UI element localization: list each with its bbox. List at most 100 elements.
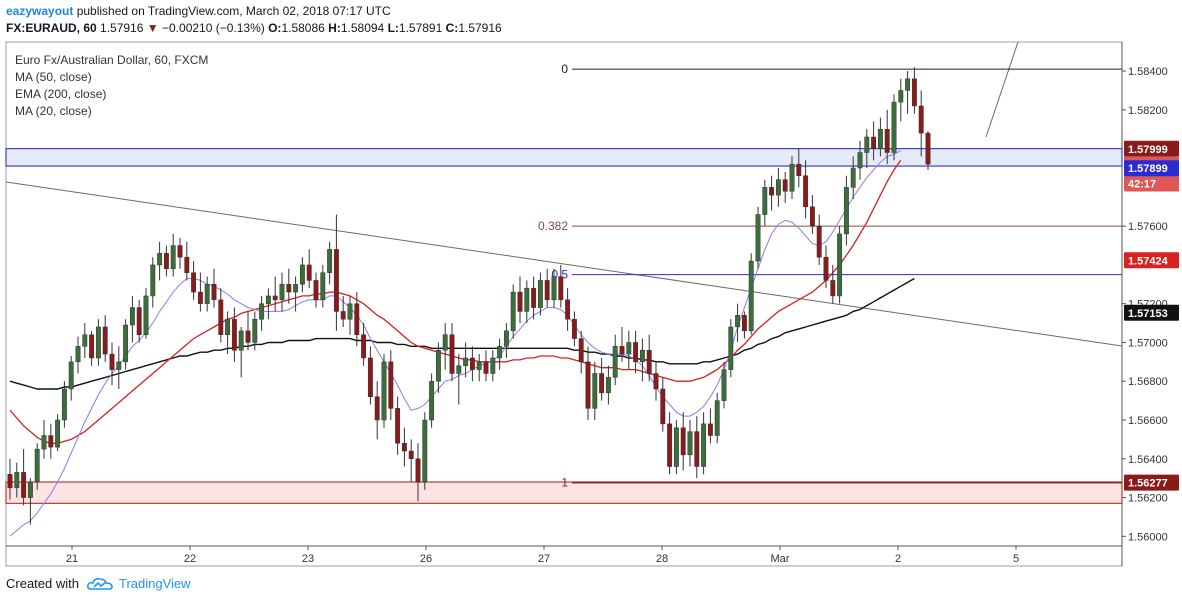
candle <box>293 276 299 312</box>
y-tick-label: 1.58200 <box>1128 105 1168 117</box>
candle-body <box>89 334 95 359</box>
candle <box>843 175 849 246</box>
candle <box>320 264 326 308</box>
candle <box>721 361 727 409</box>
x-tick-label: 23 <box>302 553 314 565</box>
candle-body <box>837 233 843 297</box>
candle <box>252 311 258 351</box>
username-link[interactable]: eazywayout <box>6 4 74 18</box>
candle-body <box>354 303 360 335</box>
candle-body <box>905 78 911 91</box>
candle-body <box>313 280 319 301</box>
candle-body <box>14 472 20 489</box>
candle-body <box>510 291 516 332</box>
candle <box>531 276 537 320</box>
ascending-trendline[interactable] <box>985 41 1019 138</box>
candle-body <box>741 315 747 332</box>
candle-body <box>544 280 550 301</box>
fib-label-1: 1 <box>561 476 568 490</box>
x-tick-label: 21 <box>66 553 78 565</box>
candle-body <box>857 152 863 169</box>
candle-body <box>891 101 897 153</box>
y-tick-label: 1.56600 <box>1128 415 1168 427</box>
candle <box>585 346 591 420</box>
open-value: 1.58086 <box>281 21 325 35</box>
candle-body <box>429 380 435 421</box>
candle-body <box>537 280 543 308</box>
candle-body <box>61 388 67 421</box>
candle <box>82 323 88 358</box>
last-price: 1.57916 <box>100 21 144 35</box>
candle <box>571 311 577 347</box>
candle-body <box>660 388 666 425</box>
candle <box>592 361 598 420</box>
candle-body <box>673 427 679 467</box>
candle <box>245 311 251 351</box>
candle-body <box>435 349 441 382</box>
candle <box>803 160 809 219</box>
fib-label-0: 0 <box>561 62 568 76</box>
candle-body <box>653 373 659 390</box>
ma50-line[interactable] <box>9 159 902 444</box>
y-tick-label: 1.57600 <box>1128 221 1168 233</box>
legend-ma20[interactable]: MA (20, close) <box>15 104 92 118</box>
candle <box>884 109 890 165</box>
candle <box>891 94 897 161</box>
candle <box>646 334 652 382</box>
candle-body <box>497 346 503 359</box>
legend-ema200[interactable]: EMA (200, close) <box>15 87 107 101</box>
candle <box>877 117 883 157</box>
candle <box>231 307 237 362</box>
candle-body <box>55 419 61 448</box>
candle <box>911 67 917 114</box>
close-value: 1.57916 <box>458 21 502 35</box>
price-label-text: 1.57424 <box>1128 255 1169 267</box>
candle <box>123 319 129 370</box>
candle-body <box>680 427 686 456</box>
y-tick-label: 1.56400 <box>1128 454 1168 466</box>
candle <box>27 478 33 525</box>
candle-body <box>340 311 346 320</box>
candle-body <box>524 287 530 312</box>
candle <box>605 365 611 405</box>
candle <box>714 392 720 444</box>
candle <box>789 156 795 200</box>
candle-body <box>599 373 605 394</box>
candle-body <box>633 342 639 363</box>
candle <box>837 226 843 304</box>
low-value: 1.57891 <box>398 21 443 35</box>
candle <box>728 319 734 378</box>
tradingview-brand-link[interactable]: TradingView <box>118 576 191 591</box>
tradingview-cloud-icon <box>86 577 113 590</box>
candle <box>204 276 210 312</box>
candle <box>619 326 625 362</box>
candle-body <box>245 330 251 343</box>
legend-ma50[interactable]: MA (50, close) <box>15 70 92 84</box>
candle <box>272 276 278 312</box>
ema200-line[interactable] <box>9 277 915 390</box>
candle <box>469 346 475 382</box>
candle <box>415 443 421 502</box>
candle-body <box>27 481 33 498</box>
x-tick-label: 28 <box>656 553 668 565</box>
candle-body <box>864 136 870 153</box>
resistance-zone[interactable] <box>5 148 1123 167</box>
publish-header: eazywayout published on TradingView.com,… <box>6 4 391 18</box>
descending-trendline[interactable] <box>5 181 1123 347</box>
candle <box>191 261 197 300</box>
candle <box>306 249 312 289</box>
candle-body <box>449 334 455 374</box>
candle <box>14 462 20 498</box>
price-label-box <box>1124 474 1179 491</box>
candle-body <box>456 365 462 374</box>
x-tick-label: 27 <box>538 553 550 565</box>
candle-body <box>238 330 244 351</box>
legend-title: Euro Fx/Australian Dollar, 60, FXCM <box>15 53 209 67</box>
support-zone[interactable] <box>5 481 1123 504</box>
candle <box>755 206 761 269</box>
candle <box>435 342 441 393</box>
candle <box>456 354 462 405</box>
candle <box>687 420 693 467</box>
candle-body <box>531 287 537 308</box>
